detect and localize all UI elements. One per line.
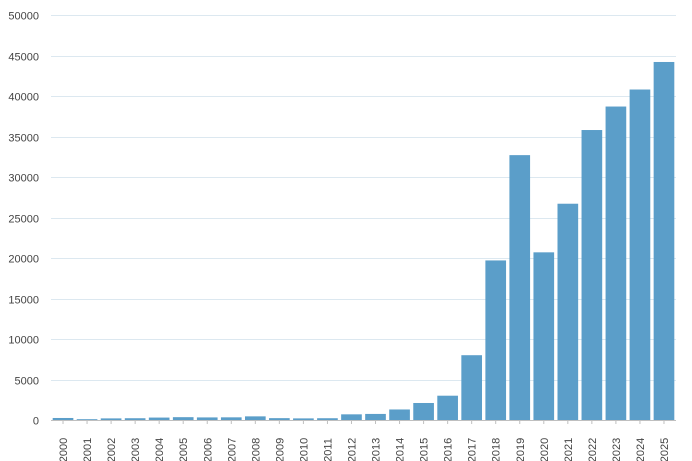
y-tick-label: 50000 [8,11,39,23]
bar-2017 [461,355,483,420]
x-tick-label: 2013 [371,438,383,461]
y-tick-label: 25000 [8,214,39,226]
x-tick-label: 2005 [178,438,190,461]
y-axis-ticks: 0 5000 10000 15000 20000 25000 30000 35000 40000… [8,11,39,428]
bar-2004 [148,417,170,420]
bar-2007 [220,417,242,420]
x-tick-label: 2001 [82,438,94,461]
bar-2000 [52,417,74,420]
bar-2002 [100,418,122,420]
bar-2018 [485,260,507,420]
x-axis-ticks: 2000 2001 2002 2003 2004 2005 2006 2007 2008 2009… [58,420,671,461]
y-tick-label: 5000 [15,376,39,388]
bar-2012 [341,414,362,420]
bar-2016 [437,395,458,420]
y-tick-label: 20000 [8,254,39,266]
x-tick-label: 2009 [274,438,286,461]
x-tick-label: 2000 [58,438,70,461]
y-tick-label: 45000 [8,52,39,64]
bar-2006 [196,417,218,420]
x-tick-label: 2024 [635,438,647,461]
bar-2003 [124,418,146,420]
y-tick-label: 35000 [8,133,39,145]
bar-2015 [413,402,434,420]
bar-2020 [533,252,555,420]
x-tick-label: 2019 [515,438,527,461]
y-tick-label: 15000 [8,295,39,307]
x-tick-label: 2006 [202,438,214,461]
x-tick-label: 2021 [563,438,575,461]
bar-2009 [269,418,290,420]
x-tick-label: 2017 [467,438,479,461]
x-tick-label: 2025 [659,438,671,461]
bar-2025 [653,61,675,420]
x-tick-label: 2016 [443,438,455,461]
bar-2001 [76,419,98,420]
bar-2011 [317,418,338,420]
gridlines [51,15,676,381]
bar-2010 [293,418,314,420]
x-tick-label: 2007 [226,438,238,461]
x-tick-label: 2003 [130,438,142,461]
bar-2008 [244,416,266,420]
bar-2005 [172,417,194,420]
x-tick-label: 2008 [250,438,262,461]
bar-2024 [629,89,651,421]
x-tick-label: 2012 [346,438,358,461]
bar-2013 [365,413,386,420]
bar-2019 [509,155,531,420]
x-tick-label: 2014 [395,438,407,461]
y-tick-label: 10000 [8,335,39,347]
y-tick-label: 30000 [8,173,39,185]
x-tick-label: 2015 [419,438,431,461]
bars [52,61,675,421]
x-tick-label: 2011 [322,438,334,461]
y-tick-label: 0 [33,416,39,428]
x-tick-label: 2004 [154,438,166,461]
bar-2022 [581,130,603,420]
x-tick-label: 2023 [611,438,623,461]
bar-2014 [389,409,410,420]
bar-2023 [605,106,627,420]
x-tick-label: 2002 [106,438,118,461]
y-tick-label: 40000 [8,92,39,104]
x-tick-label: 2022 [587,438,599,461]
x-tick-label: 2020 [539,438,551,461]
x-tick-label: 2018 [491,438,503,461]
bar-2021 [557,203,579,420]
x-tick-label: 2010 [298,438,310,461]
